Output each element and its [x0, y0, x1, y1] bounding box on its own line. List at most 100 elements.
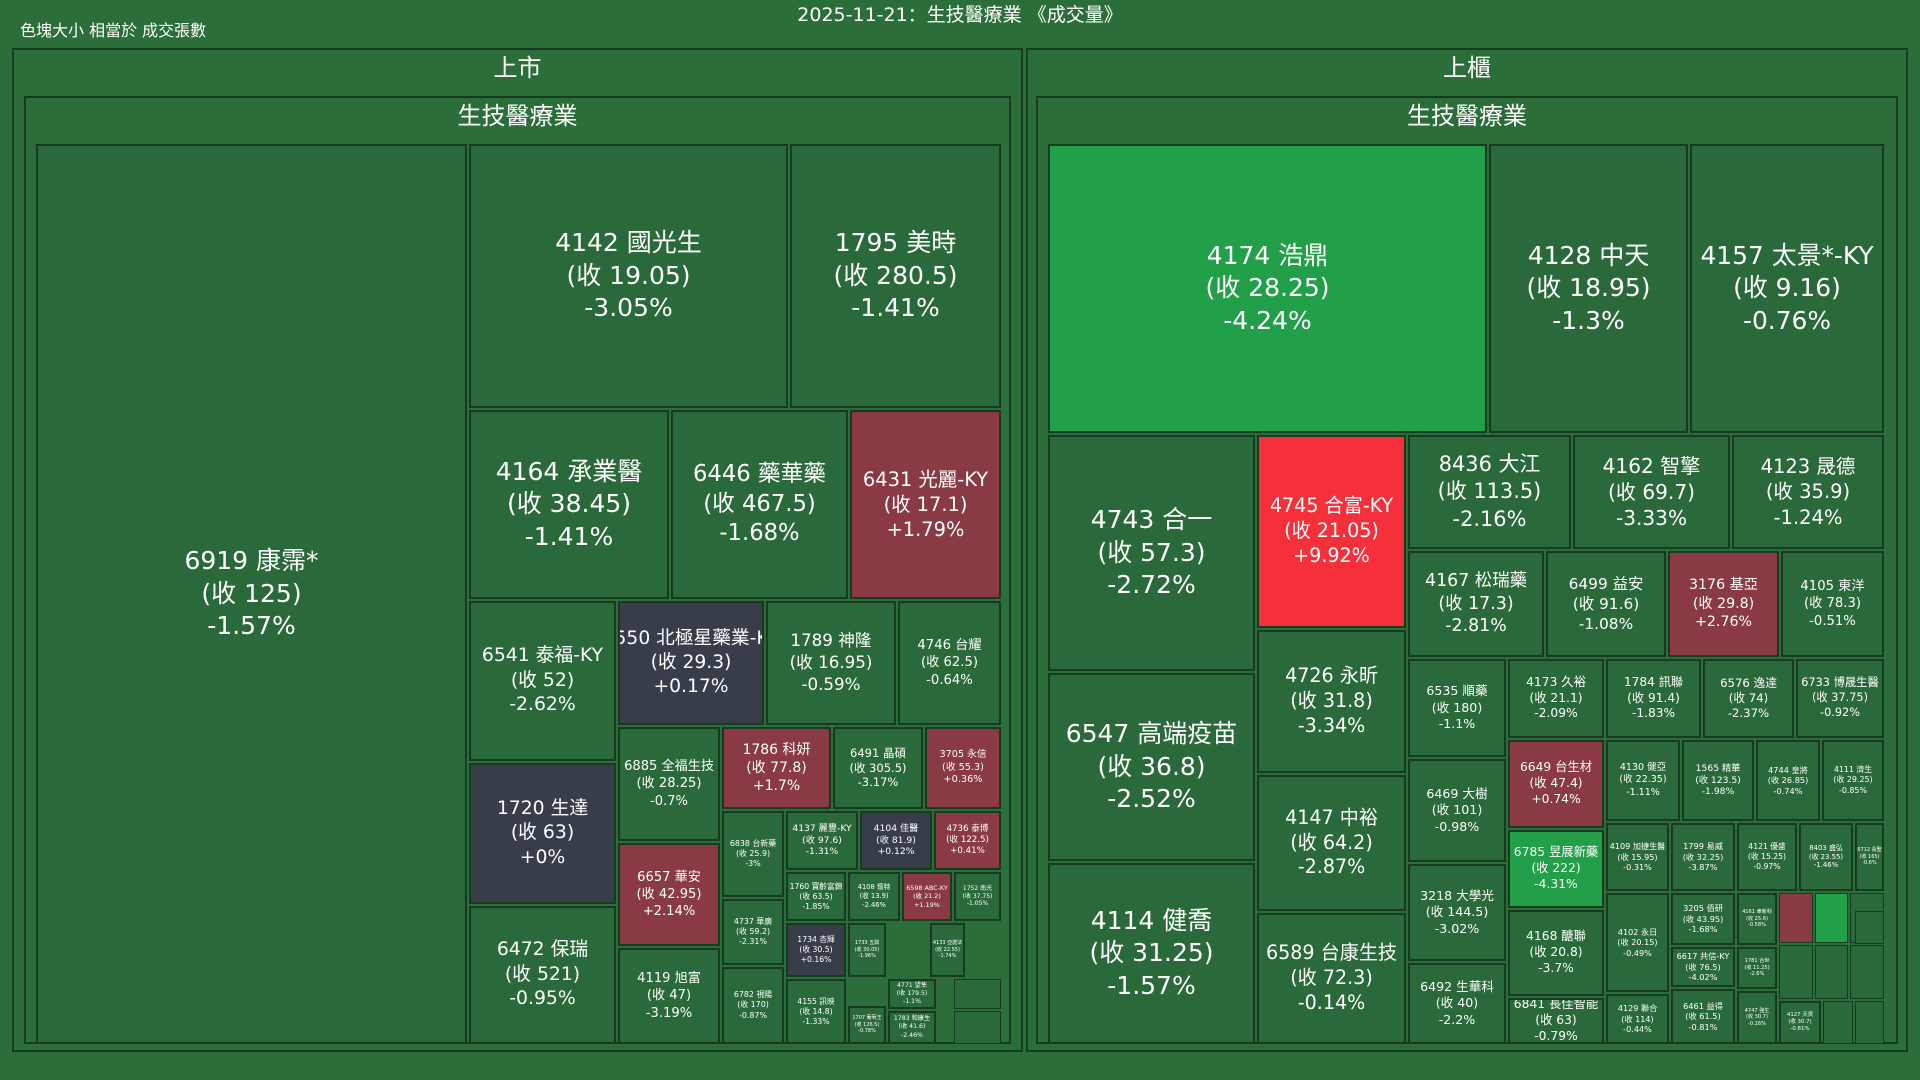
small-stock-cell[interactable] — [954, 1011, 1001, 1044]
stock-cell[interactable]: 4133 亞諾法 (收 22.55) -1.74% — [930, 923, 965, 977]
stock-cell[interactable]: 4747 強生 (收 30.7) -0.16% — [1737, 991, 1777, 1044]
stock-cell[interactable]: 6499 益安 (收 91.6) -1.08% — [1546, 551, 1666, 657]
small-stock-cell[interactable] — [1815, 893, 1848, 943]
stock-cell[interactable]: 4744 皇將 (收 26.85) -0.74% — [1756, 740, 1820, 821]
stock-cell[interactable]: 6535 順藥 (收 180) -1.1% — [1408, 659, 1506, 757]
small-stock-cell[interactable] — [1855, 1001, 1884, 1044]
stock-cell[interactable]: 4155 訊映 (收 14.8) -1.33% — [786, 979, 846, 1044]
stock-cell[interactable]: 4164 承業醫 (收 38.45) -1.41% — [469, 410, 669, 599]
small-stock-cell[interactable] — [1779, 945, 1813, 999]
stock-cell[interactable]: 4127 天良 (收 30.7) -0.81% — [1779, 1001, 1821, 1044]
stock-cell[interactable]: 6446 藥華藥 (收 467.5) -1.68% — [671, 410, 848, 599]
stock-cell[interactable]: 4102 永日 (收 20.15) -0.49% — [1606, 893, 1669, 992]
stock-cell[interactable]: 1707 葡萄王 (收 126.5) -0.78% — [848, 1006, 886, 1044]
stock-cell[interactable]: 4142 國光生 (收 19.05) -3.05% — [469, 144, 788, 408]
stock-cell[interactable]: 4105 東洋 (收 78.3) -0.51% — [1781, 551, 1884, 657]
stock-label: 4173 久裕 — [1526, 674, 1586, 689]
stock-cell[interactable]: 4161 聿新科 (收 25.6) -0.58% — [1737, 893, 1777, 945]
stock-cell[interactable]: 4726 永昕 (收 31.8) -3.34% — [1257, 630, 1406, 773]
stock-cell[interactable]: 4736 泰博 (收 122.5) +0.41% — [934, 811, 1001, 870]
stock-cell[interactable]: 4746 台耀 (收 62.5) -0.64% — [898, 601, 1001, 725]
stock-price: (收 63.5) — [799, 891, 833, 901]
stock-cell[interactable]: 6492 生華科 (收 40) -2.2% — [1408, 963, 1506, 1044]
small-stock-cell[interactable] — [1850, 945, 1884, 999]
stock-cell[interactable]: 6712 長聖 (收 165) -0.6% — [1855, 823, 1884, 891]
stock-cell[interactable]: 1760 寶齡富錦 (收 63.5) -1.85% — [786, 872, 846, 921]
stock-cell[interactable]: 1565 精華 (收 123.5) -1.98% — [1682, 740, 1754, 821]
stock-cell[interactable]: 6885 全福生技 (收 28.25) -0.7% — [618, 727, 720, 841]
stock-cell[interactable]: 6550 北極星藥業-KY(收 29.3) +0.17% — [618, 601, 764, 725]
small-stock-cell[interactable] — [1815, 945, 1848, 999]
small-stock-cell[interactable] — [1823, 1001, 1853, 1044]
stock-cell[interactable]: 6919 康霈* (收 125) -1.57% — [36, 144, 467, 1044]
stock-cell[interactable]: 4737 華廣 (收 59.2) -2.31% — [722, 899, 784, 965]
stock-cell[interactable]: 1734 杏輝 (收 30.5) +0.16% — [786, 923, 846, 977]
stock-cell[interactable]: 6547 高端疫苗 (收 36.8) -2.52% — [1048, 673, 1255, 861]
stock-cell[interactable]: 1733 五鼎 (收 30.05) -1.96% — [848, 923, 886, 977]
stock-cell[interactable]: 6491 晶碩 (收 305.5) -3.17% — [833, 727, 923, 809]
stock-cell[interactable]: 4173 久裕 (收 21.1) -2.09% — [1508, 659, 1604, 738]
stock-cell[interactable]: 6472 保瑞 (收 521) -0.95% — [469, 906, 616, 1044]
stock-cell[interactable]: 1789 神隆 (收 16.95) -0.59% — [766, 601, 896, 725]
stock-label: 4109 加捷生醫 — [1609, 841, 1666, 852]
stock-cell[interactable]: 4129 聯合 (收 114) -0.44% — [1606, 994, 1669, 1044]
stock-cell[interactable]: 3176 基亞 (收 29.8) +2.76% — [1668, 551, 1779, 657]
stock-cell[interactable]: 4123 晟德 (收 35.9) -1.24% — [1732, 435, 1884, 549]
stock-cell[interactable]: 4168 醣聯 (收 20.8) -3.7% — [1508, 910, 1604, 996]
stock-cell[interactable]: 4745 合富-KY (收 21.05) +9.92% — [1257, 435, 1406, 628]
stock-cell[interactable]: 6841 長佳智能 (收 63) -0.79% — [1508, 998, 1604, 1044]
stock-cell[interactable]: 8403 盛弘 (收 23.55) -1.46% — [1799, 823, 1853, 891]
stock-cell[interactable]: 4104 佳醫 (收 81.9) +0.12% — [860, 811, 932, 870]
stock-cell[interactable]: 6598 ABC-KY (收 21.2) +1.19% — [902, 872, 952, 921]
stock-cell[interactable]: 1795 美時 (收 280.5) -1.41% — [790, 144, 1001, 408]
stock-cell[interactable]: 1781 合世 (收 11.25) -2.6% — [1737, 947, 1777, 989]
stock-price: (收 17.3) — [1438, 593, 1514, 614]
stock-cell[interactable]: 4743 合一 (收 57.3) -2.72% — [1048, 435, 1255, 671]
stock-price: (收 41.6) — [898, 1023, 926, 1031]
stock-cell[interactable]: 1783 和康生 (收 41.6) -2.46% — [888, 1011, 936, 1044]
stock-cell[interactable]: 4109 加捷生醫 (收 15.95) -0.31% — [1606, 823, 1669, 891]
stock-cell[interactable]: 1786 科妍 (收 77.8) +1.7% — [722, 727, 831, 809]
stock-cell[interactable]: 6576 逸達 (收 74) -2.37% — [1703, 659, 1794, 738]
stock-cell[interactable]: 4121 優盛 (收 15.25) -0.97% — [1737, 823, 1797, 891]
stock-cell[interactable]: 1720 生達 (收 63) +0% — [469, 763, 616, 904]
stock-cell[interactable]: 4167 松瑞藥 (收 17.3) -2.81% — [1408, 551, 1544, 657]
stock-cell[interactable]: 6617 共信-KY (收 76.5) -4.02% — [1671, 947, 1735, 987]
stock-cell[interactable]: 3705 永信 (收 55.3) +0.36% — [925, 727, 1001, 809]
stock-cell[interactable]: 1799 易威 (收 32.25) -3.87% — [1671, 823, 1735, 891]
stock-cell[interactable]: 6785 昱展新藥 (收 222) -4.31% — [1508, 830, 1604, 908]
stock-cell[interactable]: 4147 中裕 (收 64.2) -2.87% — [1257, 775, 1406, 911]
stock-cell[interactable]: 4174 浩鼎 (收 28.25) -4.24% — [1048, 144, 1487, 433]
stock-cell[interactable]: 6733 博晟生醫 (收 37.75) -0.92% — [1796, 659, 1884, 738]
stock-cell[interactable]: 6541 泰福-KY (收 52) -2.62% — [469, 601, 616, 761]
stock-cell[interactable]: 6649 台生材 (收 47.4) +0.74% — [1508, 740, 1604, 828]
stock-cell[interactable]: 1784 訊聯 (收 91.4) -1.83% — [1606, 659, 1701, 738]
stock-cell[interactable]: 4114 健喬 (收 31.25) -1.57% — [1048, 863, 1255, 1044]
stock-cell[interactable]: 4162 智擎 (收 69.7) -3.33% — [1573, 435, 1730, 549]
stock-cell[interactable]: 8436 大江 (收 113.5) -2.16% — [1408, 435, 1571, 549]
stock-cell[interactable]: 6461 益得 (收 61.5) -0.81% — [1671, 989, 1735, 1044]
stock-cell[interactable]: 4108 懷特 (收 13.9) -2.46% — [848, 872, 900, 921]
stock-cell[interactable]: 3218 大學光 (收 144.5) -3.02% — [1408, 864, 1506, 961]
stock-cell[interactable]: 3205 佰研 (收 43.95) -1.68% — [1671, 893, 1735, 945]
stock-change: -0.64% — [926, 672, 973, 688]
stock-cell[interactable]: 4130 健亞 (收 22.35) -1.11% — [1606, 740, 1680, 821]
stock-cell[interactable]: 4128 中天 (收 18.95) -1.3% — [1489, 144, 1688, 433]
stock-cell[interactable]: 6838 台新藥 (收 25.9) -3% — [722, 811, 784, 897]
stock-cell[interactable]: 6782 視陽 (收 170) -0.87% — [722, 967, 784, 1044]
stock-cell[interactable]: 6469 大樹 (收 101) -0.98% — [1408, 759, 1506, 862]
stock-cell[interactable]: 4157 太景*-KY (收 9.16) -0.76% — [1690, 144, 1884, 433]
stock-cell[interactable]: 4111 濟生 (收 29.25) -0.85% — [1822, 740, 1884, 821]
stock-cell[interactable]: 6431 光麗-KY (收 17.1) +1.79% — [850, 410, 1001, 599]
small-stock-cell[interactable] — [1779, 893, 1813, 943]
stock-price: (收 14.8) — [799, 1006, 833, 1016]
stock-cell[interactable]: 6657 華安 (收 42.95) +2.14% — [618, 843, 720, 946]
stock-cell[interactable]: 6589 台康生技 (收 72.3) -0.14% — [1257, 913, 1406, 1044]
stock-cell[interactable]: 4119 旭富 (收 47) -3.19% — [618, 948, 720, 1044]
stock-cell[interactable]: 4771 望隼 (收 179.5) -1.1% — [888, 979, 936, 1009]
stock-label: 4157 太景*-KY — [1700, 240, 1874, 270]
small-stock-cell[interactable] — [954, 979, 1001, 1009]
stock-cell[interactable]: 4137 麗豐-KY (收 97.6) -1.31% — [786, 811, 858, 870]
stock-cell[interactable]: 1752 南光 (收 37.75) -1.05% — [954, 872, 1001, 921]
small-stock-cell[interactable] — [1855, 911, 1884, 944]
